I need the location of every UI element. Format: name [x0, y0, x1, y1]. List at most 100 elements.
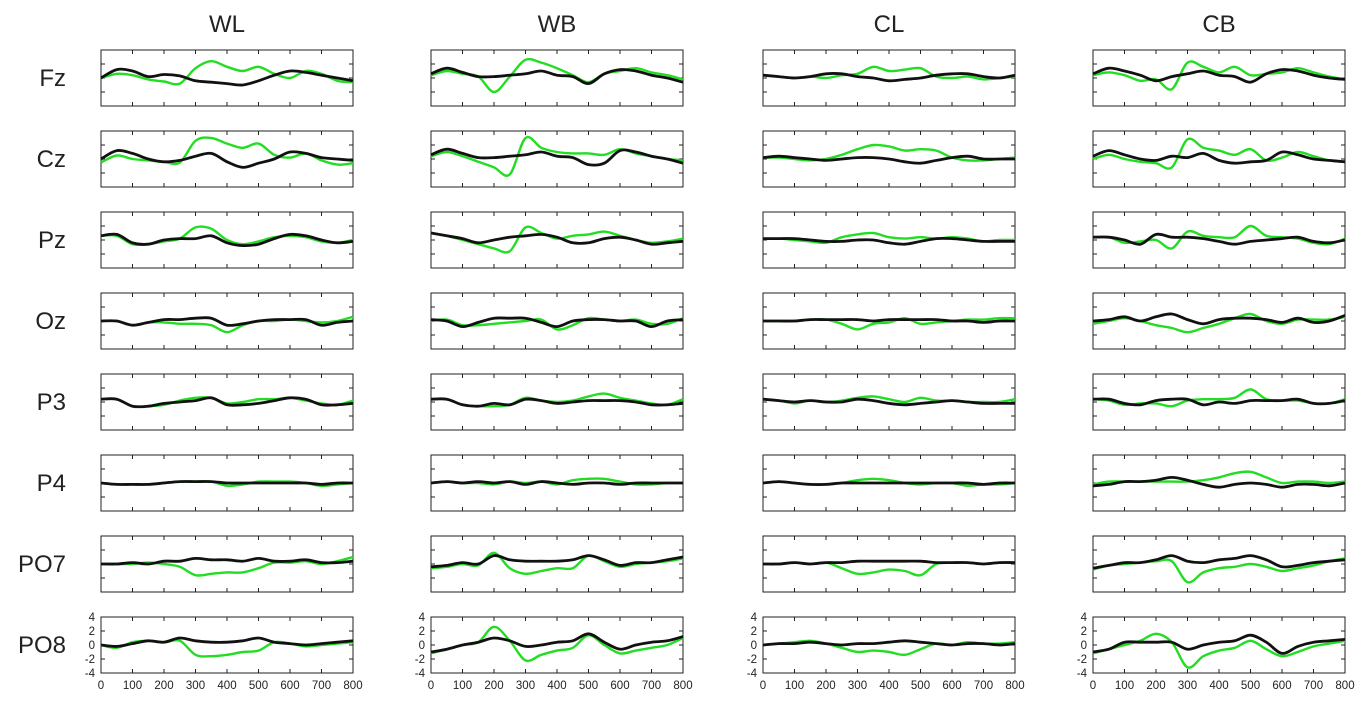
panel-wb-p3 — [430, 373, 684, 431]
black-trace — [1092, 232, 1346, 246]
black-trace — [763, 318, 1016, 324]
y-tick-label: 0 — [1081, 640, 1087, 652]
x-tick-label: 100 — [1115, 680, 1134, 692]
x-tick-label: 0 — [428, 680, 434, 692]
row-label-p3: P3 — [37, 389, 66, 416]
black-trace — [430, 480, 683, 486]
black-trace — [100, 480, 354, 486]
black-trace — [430, 632, 684, 654]
x-tick-label: 700 — [312, 680, 331, 692]
x-tick-label: 300 — [186, 680, 205, 692]
y-tick-label: -4 — [1077, 668, 1088, 680]
panel-cb-fz — [1092, 49, 1346, 107]
y-tick-label: 4 — [751, 612, 758, 624]
x-tick-label: 400 — [879, 680, 898, 692]
panel-wl-pz — [100, 211, 354, 269]
black-trace — [100, 396, 354, 409]
x-tick-label: 400 — [1209, 680, 1228, 692]
x-tick-label: 0 — [98, 680, 104, 692]
green-trace — [1092, 60, 1346, 91]
black-trace — [762, 480, 1016, 486]
green-trace — [1092, 137, 1346, 170]
y-tick-label: -2 — [415, 654, 425, 666]
x-tick-label: 100 — [785, 680, 804, 692]
panel-wb-pz — [430, 211, 684, 269]
black-trace — [430, 66, 684, 85]
y-tick-label: -2 — [747, 654, 757, 666]
y-tick-label: 2 — [89, 626, 95, 638]
panel-cb-p3 — [1092, 373, 1346, 431]
green-trace — [762, 143, 1016, 162]
x-tick-label: 300 — [516, 680, 535, 692]
x-tick-label: 0 — [1090, 680, 1096, 692]
row-label-po8: PO8 — [18, 632, 66, 659]
black-trace — [100, 149, 354, 169]
row-label-cz: Cz — [37, 146, 66, 173]
black-trace — [762, 397, 1015, 407]
y-tick-label: 0 — [89, 640, 95, 652]
black-trace — [1092, 149, 1346, 165]
black-trace — [1092, 397, 1346, 407]
green-trace — [1092, 224, 1346, 250]
column-title-cl: CL — [874, 11, 905, 38]
x-tick-label: 500 — [249, 680, 268, 692]
row-label-po7: PO7 — [18, 551, 66, 578]
panel-wb-po7 — [430, 535, 684, 593]
row-label-fz: Fz — [39, 65, 66, 92]
row-label-p4: P4 — [37, 470, 66, 497]
panel-cl-po8: 0 100 200 300 400 500 600 700 800 4 2 0 -2 -4 — [747, 612, 1025, 692]
panel-cl-pz — [762, 211, 1016, 269]
x-tick-label: 800 — [343, 680, 362, 692]
x-tick-label: 400 — [547, 680, 566, 692]
panel-wl-cz — [100, 130, 354, 188]
black-trace — [762, 559, 1016, 566]
x-tick-label: 600 — [610, 680, 629, 692]
column-title-wl: WL — [209, 11, 245, 38]
x-tick-label: 300 — [848, 680, 867, 692]
green-trace — [100, 60, 354, 86]
black-trace — [100, 67, 354, 87]
panel-wl-po7 — [100, 535, 354, 593]
x-tick-label: 200 — [484, 680, 503, 692]
black-trace — [1092, 476, 1346, 489]
black-trace — [430, 554, 684, 569]
black-trace — [763, 236, 1015, 246]
x-tick-label: 200 — [816, 680, 835, 692]
y-tick-label: -2 — [1077, 654, 1087, 666]
x-tick-label: 700 — [1304, 680, 1323, 692]
black-trace — [100, 636, 354, 648]
x-tick-label: 500 — [579, 680, 598, 692]
panel-cl-p3 — [762, 373, 1016, 431]
y-tick-label: 2 — [751, 626, 757, 638]
black-trace — [430, 316, 684, 328]
y-tick-label: 2 — [419, 626, 425, 638]
panel-wb-cz — [430, 130, 684, 188]
x-tick-label: 700 — [974, 680, 993, 692]
panel-frame — [430, 49, 684, 107]
panel-wb-po8: 0 100 200 300 400 500 600 700 800 4 2 0 -2 -4 — [415, 612, 693, 692]
row-label-oz: Oz — [35, 308, 66, 335]
x-tick-label: 600 — [280, 680, 299, 692]
black-trace — [762, 154, 1015, 165]
y-tick-label: 4 — [89, 612, 96, 624]
y-tick-label: 0 — [419, 640, 425, 652]
black-trace — [100, 556, 354, 566]
x-tick-label: 600 — [1272, 680, 1291, 692]
panel-wl-fz — [100, 49, 354, 107]
y-tick-label: -2 — [85, 654, 95, 666]
panel-cl-oz — [762, 292, 1016, 350]
black-trace — [1092, 66, 1346, 84]
panel-cl-po7 — [762, 535, 1016, 593]
x-tick-label: 800 — [1335, 680, 1354, 692]
panel-wl-oz — [100, 292, 354, 350]
x-tick-label: 200 — [1146, 680, 1165, 692]
black-trace — [430, 147, 684, 167]
panel-wl-p4 — [100, 454, 354, 512]
panel-cb-cz — [1092, 130, 1346, 188]
y-tick-label: 4 — [1081, 612, 1088, 624]
x-tick-label: 100 — [453, 680, 472, 692]
x-tick-label: 300 — [1178, 680, 1197, 692]
panel-frame — [762, 616, 1016, 674]
black-trace — [1092, 554, 1346, 570]
